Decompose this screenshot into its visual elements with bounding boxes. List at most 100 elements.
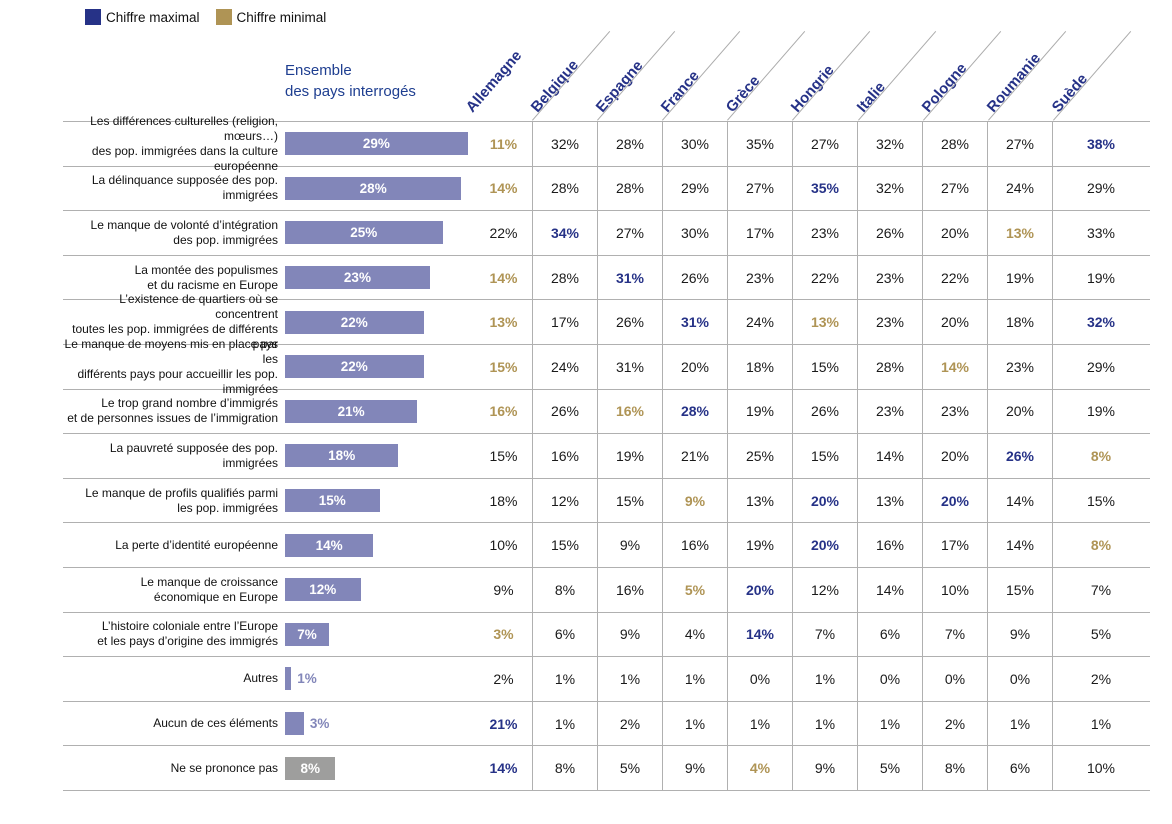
- value-cell-france: 26%: [662, 255, 727, 300]
- value-cell-espagne: 9%: [597, 612, 662, 657]
- value-cell-france: 29%: [662, 166, 727, 211]
- value-cell-suede: 8%: [1052, 523, 1149, 567]
- ensemble-bar-cell: 14%: [285, 523, 475, 567]
- row-label: Le manque de croissance économique en Eu…: [140, 574, 278, 604]
- value-cell-pologne: 22%: [922, 255, 987, 300]
- max-color-swatch: [85, 9, 101, 25]
- row-label: La pauvreté supposée des pop. immigrées: [109, 440, 278, 470]
- ensemble-bar-cell: 3%: [285, 702, 475, 746]
- value-cell-roumanie: 14%: [987, 523, 1052, 567]
- table-row: Le manque de moyens mis en place par les…: [63, 336, 1150, 396]
- value-cell-hongrie: 1%: [792, 657, 857, 701]
- ensemble-bar-cell: 18%: [285, 434, 475, 478]
- ensemble-bar-cell: 7%: [285, 613, 475, 657]
- value-cell-suede: 15%: [1052, 478, 1149, 523]
- value-cell-france: 1%: [662, 701, 727, 746]
- value-cell-grece: 24%: [727, 300, 792, 344]
- ensemble-bar: [285, 712, 304, 736]
- value-cell-allemagne: 3%: [493, 626, 514, 643]
- table-row: Le manque de croissance économique en Eu…: [63, 566, 1150, 612]
- value-cell-allemagne: 18%: [489, 492, 518, 509]
- value-cell-roumanie: 23%: [987, 344, 1052, 389]
- row-label: La montée des populismes et du racisme e…: [134, 262, 278, 292]
- value-cell-hongrie: 12%: [792, 567, 857, 612]
- value-cell-suede: 29%: [1052, 344, 1149, 389]
- row-label: Le trop grand nombre d’immigrés et de pe…: [67, 396, 278, 426]
- ensemble-bar: 23%: [285, 266, 430, 290]
- value-cell-suede: 29%: [1052, 166, 1149, 211]
- value-cell-espagne: 31%: [597, 344, 662, 389]
- country-header-suede: Suède: [1048, 70, 1092, 116]
- ensemble-bar: 14%: [285, 533, 374, 557]
- value-cell-grece: 19%: [727, 389, 792, 434]
- value-cell-france: 21%: [662, 434, 727, 478]
- value-cell-allemagne: 15%: [489, 358, 518, 375]
- value-cell-espagne: 9%: [597, 523, 662, 567]
- value-cell-france: 28%: [662, 389, 727, 434]
- value-cell-suede: 8%: [1052, 434, 1149, 478]
- ensemble-bar: [285, 667, 292, 691]
- legend-item-min: Chiffre minimal: [215, 9, 326, 25]
- value-cell-suede: 32%: [1052, 300, 1149, 344]
- value-cell-allemagne: 14%: [489, 180, 518, 197]
- row-label: La délinquance supposée des pop. immigré…: [91, 173, 278, 203]
- value-cell-hongrie: 35%: [792, 166, 857, 211]
- table-row: L’histoire coloniale entre l’Europe et l…: [63, 611, 1150, 657]
- value-cell-belgique: 24%: [532, 344, 597, 389]
- value-cell-espagne: 16%: [597, 389, 662, 434]
- value-cell-belgique: 28%: [532, 255, 597, 300]
- table-row: La pauvreté supposée des pop. immigrées 1…: [63, 433, 1150, 478]
- row-label: Le manque de moyens mis en place par les…: [64, 336, 278, 396]
- value-cell-grece: 23%: [727, 255, 792, 300]
- ensemble-bar-cell: 23%: [285, 256, 475, 300]
- value-cell-pologne: 27%: [922, 166, 987, 211]
- row-label: Le manque de profils qualifiés parmi les…: [85, 485, 278, 515]
- ensemble-bar-cell: 22%: [285, 300, 475, 344]
- value-cell-suede: 5%: [1052, 612, 1149, 657]
- value-cell-espagne: 15%: [597, 478, 662, 523]
- value-cell-roumanie: 6%: [987, 746, 1052, 790]
- value-cell-espagne: 28%: [597, 166, 662, 211]
- value-cell-pologne: 10%: [922, 567, 987, 612]
- min-color-swatch: [215, 9, 232, 25]
- value-cell-pologne: 8%: [922, 746, 987, 790]
- value-cell-grece: 25%: [727, 434, 792, 478]
- value-cell-belgique: 26%: [532, 389, 597, 434]
- value-cell-italie: 32%: [857, 122, 922, 166]
- value-cell-grece: 20%: [727, 567, 792, 612]
- value-cell-suede: 1%: [1052, 701, 1149, 746]
- value-cell-hongrie: 15%: [792, 434, 857, 478]
- value-cell-allemagne: 21%: [489, 715, 518, 732]
- value-cell-belgique: 8%: [532, 746, 597, 790]
- legend-max-label: Chiffre maximal: [106, 9, 200, 25]
- value-cell-france: 30%: [662, 211, 727, 255]
- value-cell-belgique: 1%: [532, 657, 597, 701]
- value-cell-belgique: 17%: [532, 300, 597, 344]
- value-cell-espagne: 16%: [597, 567, 662, 612]
- value-cell-pologne: 23%: [922, 389, 987, 434]
- value-cell-allemagne: 2%: [493, 670, 514, 687]
- value-cell-suede: 7%: [1052, 567, 1149, 612]
- table-row: Ne se prononce pas 8% 14% 8% 5% 9% 4% 9% 5% 8% 6% 1…: [63, 745, 1150, 790]
- row-label: Le manque de volonté d’intégration des p…: [90, 217, 278, 247]
- ensemble-bar: 22%: [285, 310, 424, 334]
- value-cell-allemagne: 9%: [493, 581, 514, 598]
- value-cell-hongrie: 23%: [792, 211, 857, 255]
- ensemble-column-header: Ensemble des pays interrogés: [285, 62, 416, 100]
- value-cell-italie: 28%: [857, 344, 922, 389]
- table-row: Les différences culturelles (religion, m…: [63, 114, 1150, 173]
- value-cell-grece: 0%: [727, 657, 792, 701]
- value-cell-pologne: 28%: [922, 122, 987, 166]
- table-row: La montée des populismes et du racisme e…: [63, 254, 1150, 300]
- value-cell-hongrie: 7%: [792, 612, 857, 657]
- value-cell-allemagne: 16%: [489, 403, 518, 420]
- value-cell-grece: 27%: [727, 166, 792, 211]
- ensemble-bar: 25%: [285, 221, 443, 245]
- value-cell-suede: 19%: [1052, 389, 1149, 434]
- value-cell-italie: 23%: [857, 255, 922, 300]
- legend: Chiffre maximal Chiffre minimal: [85, 9, 326, 25]
- ensemble-value: 22%: [340, 314, 368, 330]
- value-cell-hongrie: 1%: [792, 701, 857, 746]
- ensemble-bar: 21%: [285, 399, 418, 423]
- value-cell-suede: 38%: [1052, 122, 1149, 166]
